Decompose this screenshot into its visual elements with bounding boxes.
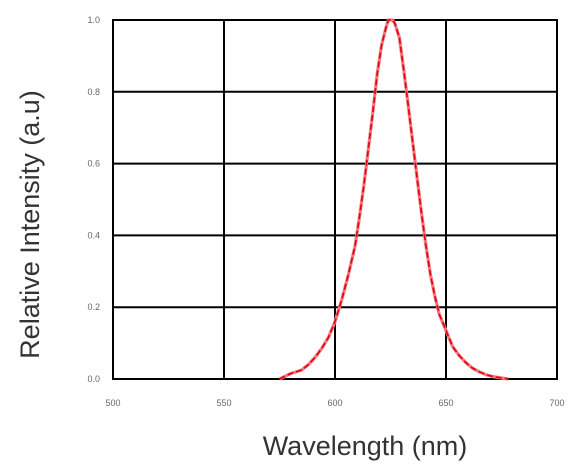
spectrum-line (279, 19, 509, 380)
x-tick-label: 500 (105, 398, 120, 408)
plot-frame (112, 19, 558, 380)
y-tick-label: 0.8 (87, 87, 100, 97)
x-tick-label: 550 (216, 398, 231, 408)
gridlines (113, 20, 557, 379)
x-tick-label: 600 (327, 398, 342, 408)
spectrum-line-halo (278, 18, 509, 381)
x-tick-labels: 500 550 600 650 700 (105, 398, 564, 408)
x-tick-label: 700 (549, 398, 564, 408)
y-axis-title: Relative Intensity (a.u) (15, 90, 45, 359)
series-layer (278, 18, 509, 381)
y-tick-label: 0.6 (87, 159, 100, 169)
x-axis-title: Wavelength (nm) (263, 431, 468, 461)
y-tick-label: 1.0 (87, 15, 100, 25)
y-tick-label: 0.0 (87, 374, 100, 384)
y-tick-labels: 0.0 0.2 0.4 0.6 0.8 1.0 (87, 15, 100, 384)
y-tick-label: 0.2 (87, 302, 100, 312)
y-tick-label: 0.4 (87, 230, 100, 240)
x-tick-label: 650 (438, 398, 453, 408)
